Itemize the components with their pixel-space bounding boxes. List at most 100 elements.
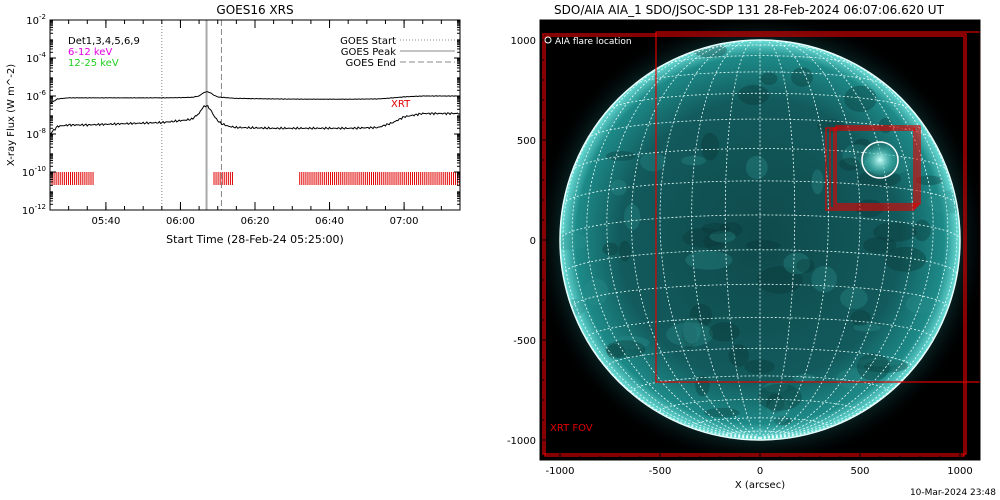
goes-series-1 (50, 104, 460, 134)
disk-texture-blob (856, 353, 890, 381)
grid-longitude-line (759, 44, 934, 439)
disk-texture-blob (605, 340, 646, 359)
disk-texture-blob (764, 381, 789, 393)
xrt-fov-box (835, 125, 921, 205)
disk-texture-blob (766, 393, 785, 413)
aia-solar-disk (560, 40, 960, 440)
aia-x-tick-label: -500 (649, 466, 672, 477)
aia-solar-image: SDO/AIA AIA_1 SDO/JSOC-SDP 131 28-Feb-20… (507, 3, 981, 491)
disk-texture-blob (666, 322, 714, 347)
disk-texture-blob (689, 303, 713, 328)
goes-legend-detectors: Det1,3,4,5,6,9 (68, 36, 140, 47)
aia-x-axis-label: X (arcsec) (735, 480, 785, 491)
disk-texture-blob (811, 265, 838, 293)
disk-texture-blob (857, 358, 901, 367)
disk-texture-blob (718, 221, 743, 238)
goes-y-axis-label: X-ray Flux (W m^-2) (6, 64, 17, 166)
goes-legend-peak: GOES Peak (341, 47, 396, 58)
disk-texture-blob (682, 227, 726, 248)
disk-texture-blob (853, 323, 881, 332)
disk-texture-blob (745, 240, 781, 251)
goes-x-tick-label: 06:20 (241, 216, 270, 227)
goes-legend-6-12kev: 6-12 keV (68, 47, 112, 58)
goes-xrt-label: XRT (391, 99, 411, 110)
disk-texture-blob (760, 72, 778, 85)
disk-texture-blob (685, 250, 733, 270)
aia-x-tick-label: 500 (850, 466, 869, 477)
aia-x-tick-label: -1000 (545, 466, 574, 477)
aia-legend-label: AIA flare location (555, 37, 632, 47)
aia-flare-glow (860, 140, 900, 180)
grid-longitude-line (759, 40, 829, 439)
grid-longitude-line (586, 44, 761, 439)
disk-texture-blob (695, 375, 710, 397)
goes-x-tick-label: 07:00 (390, 216, 419, 227)
disk-texture-blob (701, 222, 730, 235)
aia-y-tick-label: 0 (530, 236, 536, 247)
aia-x-tick-label: 1000 (947, 466, 972, 477)
disk-texture-blob (703, 232, 726, 251)
disk-texture-blob (839, 157, 861, 171)
goes-x-tick-label: 06:40 (315, 216, 344, 227)
disk-texture-blob (605, 151, 636, 161)
grid-longitude-line (759, 40, 861, 439)
goes-legend-12-25kev: 12-25 keV (68, 58, 119, 69)
generation-timestamp: 10-Mar-2024 23:48 (909, 488, 996, 498)
grid-longitude-line (759, 40, 796, 439)
disk-texture-blob (913, 219, 931, 242)
disk-texture-blob (700, 132, 720, 161)
disk-texture-blob (793, 373, 817, 383)
disk-texture-blob (681, 155, 707, 166)
aia-legend-marker (544, 36, 552, 44)
goes-x-axis-label: Start Time (28-Feb-24 05:25:00) (166, 233, 344, 246)
grid-latitude-line (724, 430, 796, 436)
goes-chart-title: GOES16 XRS (216, 3, 293, 17)
disk-texture-blob (681, 321, 697, 349)
goes-y-tick-label: 10-10 (22, 165, 46, 179)
disk-texture-blob (709, 230, 736, 243)
disk-texture-blob (708, 322, 740, 342)
disk-texture-blob (618, 240, 632, 262)
grid-longitude-line (724, 40, 761, 439)
grid-longitude-line (562, 82, 761, 439)
goes-y-tick-label: 10-4 (26, 51, 46, 65)
grid-latitude-line (560, 214, 960, 241)
xrt-fov-box (833, 127, 919, 207)
disk-texture-blob (610, 179, 627, 196)
grid-longitude-line (691, 40, 761, 439)
goes-legend-start: GOES Start (340, 36, 396, 47)
disk-texture-blob (873, 222, 917, 242)
disk-texture-blob (844, 85, 877, 112)
disk-texture-blob (683, 317, 701, 344)
xrt-fov-box (829, 129, 917, 209)
disk-texture-blob (744, 359, 775, 375)
grid-longitude-line (759, 41, 890, 439)
disk-texture-blob (738, 84, 770, 106)
aia-xrt-fov-label: XRT FOV (550, 423, 593, 434)
grid-longitude-line (759, 51, 949, 439)
grid-longitude-line (606, 42, 761, 439)
disk-texture-blob (583, 278, 609, 305)
aia-y-tick-label: 500 (517, 136, 536, 147)
aia-y-tick-label: -1000 (507, 436, 536, 447)
grid-longitude-line (759, 42, 914, 439)
disk-texture-blob (745, 155, 768, 180)
disk-texture-blob (757, 266, 803, 294)
aia-chart-title: SDO/AIA AIA_1 SDO/JSOC-SDP 131 28-Feb-20… (554, 3, 945, 17)
disk-texture-blob (850, 310, 871, 326)
aia-y-tick-label: 1000 (511, 36, 536, 47)
disk-texture-blob (783, 252, 811, 275)
disk-texture-blob (610, 336, 650, 350)
disk-texture-blob (836, 368, 874, 390)
grid-latitude-line (663, 55, 857, 66)
aia-flare-marker (861, 141, 899, 179)
xrt-fov-box (544, 35, 965, 457)
disk-texture-blob (728, 344, 749, 367)
disk-texture-blob (791, 67, 814, 87)
grid-longitude-line (759, 82, 958, 439)
xrt-fov-box (655, 31, 980, 383)
disk-texture-blob (816, 119, 845, 133)
disk-texture-blob (915, 175, 943, 186)
grid-longitude-line (630, 41, 761, 439)
aia-y-tick-label: -500 (513, 336, 536, 347)
